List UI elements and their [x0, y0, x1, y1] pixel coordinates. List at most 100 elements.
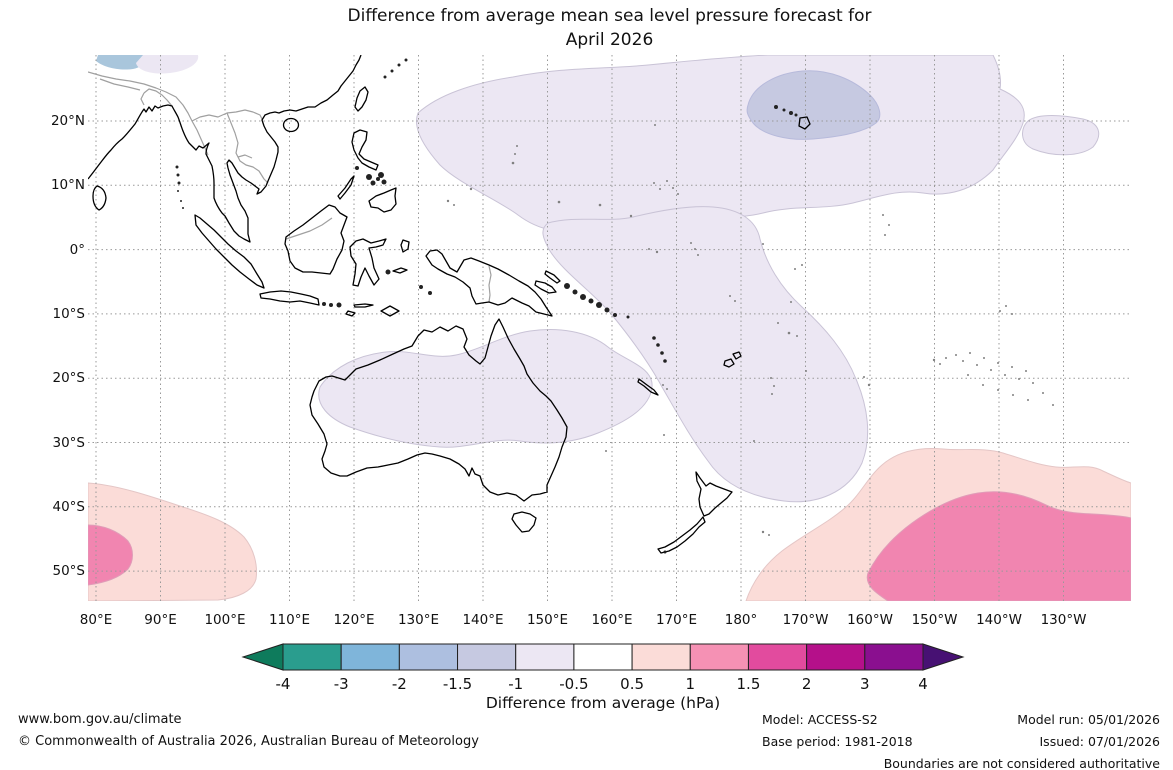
colorbar-segment: [631, 643, 691, 671]
coast-nz-south-island: [657, 516, 706, 554]
lat-tick-label: 20°N: [50, 113, 85, 129]
coast-new-ireland: [544, 270, 561, 284]
border-new-guinea: [488, 265, 492, 303]
coast-seram: [392, 267, 408, 274]
coast-java: [259, 290, 320, 306]
colorbar-tick-label: 0.5: [620, 675, 644, 693]
colorbar-tick-label: -1: [508, 675, 523, 693]
colorbar: -4 -3 -2 -1.5 -1 -0.5 0.5 1 1.5 2 3 4: [233, 641, 973, 697]
lat-tick-label: 0°: [69, 241, 85, 258]
colorbar-tick-label: 3: [860, 675, 870, 693]
lon-tick-label: 150°W: [911, 612, 958, 628]
lon-tick-label: 90°E: [144, 612, 177, 628]
anomaly-region-coral-sea-tongue-neg: [542, 206, 869, 503]
lon-tick-label: 110°E: [268, 612, 311, 628]
colorbar-segment: [806, 643, 866, 671]
lon-tick-label: 120°E: [333, 612, 375, 628]
coast-luzon: [351, 129, 379, 171]
lat-tick-label: 20°S: [52, 370, 86, 387]
coast-fiji-vanua-levu: [732, 351, 742, 360]
colorbar-segment: [398, 643, 459, 671]
colorbar-segment: [457, 643, 517, 671]
border-myanmar-thailand: [191, 120, 209, 156]
base-period-label: Base period: 1981-2018: [762, 734, 913, 749]
colorbar-tick-label: -4: [276, 675, 291, 693]
issued-label: Issued: 07/01/2026: [1039, 734, 1161, 749]
coast-mindanao: [368, 187, 397, 213]
anomaly-region-north-pacific-neg: [416, 54, 1025, 232]
colorbar-left-arrow: [241, 643, 284, 671]
colorbar-tick-label: 1.5: [737, 675, 761, 693]
colorbar-segment: [282, 643, 342, 671]
coast-new-caledonia: [637, 378, 659, 396]
coast-sri-lanka: [92, 185, 107, 211]
anomaly-regions: [87, 54, 1132, 602]
colorbar-segment: [864, 643, 924, 671]
colorbar-caption: Difference from average (hPa): [485, 694, 721, 712]
colorbar-segment: [573, 643, 633, 671]
border-borneo: [285, 217, 333, 240]
colorbar-tick-label: -0.5: [559, 675, 588, 693]
colorbar-tick-label: -1.5: [443, 675, 472, 693]
colorbar-tick-label: 1: [685, 675, 695, 693]
anomaly-region-himalaya-fringe: [136, 55, 199, 74]
coast-borneo: [284, 204, 348, 275]
anomaly-region-himalaya-blue: [96, 55, 145, 70]
lat-tick-label: 10°N: [50, 177, 85, 194]
border-thailand-cambodia: [237, 154, 253, 159]
coast-hainan: [282, 117, 300, 133]
coast-new-britain: [534, 280, 557, 294]
coast-sulawesi: [349, 238, 387, 287]
anomaly-region-northeast-blob-neg: [1022, 115, 1100, 156]
footer-right: Model: ACCESS-S2 Model run: 05/01/2026 B…: [762, 709, 1160, 770]
border-laos-cambodia: [226, 112, 269, 184]
title-line-1: Difference from average mean sea level p…: [347, 6, 872, 26]
lon-tick-label: 140°E: [462, 612, 504, 628]
lon-tick-label: 160°E: [591, 612, 633, 628]
anomaly-region-hawaii-moderate-neg: [746, 70, 881, 140]
lat-tick-label: 40°S: [52, 498, 86, 515]
colorbar-tick-label: 2: [802, 675, 812, 693]
country-borders: [87, 71, 492, 303]
coast-sumba: [345, 310, 356, 317]
lat-tick-label: 30°S: [52, 434, 86, 451]
atoll-specks: [446, 124, 1054, 536]
lon-tick-label: 170°W: [782, 612, 829, 628]
colorbar-tick-label: 4: [918, 675, 928, 693]
colorbar-segment: [340, 643, 400, 671]
footer-left: www.bom.gov.au/climate © Commonwealth of…: [18, 709, 479, 753]
lon-tick-label: 170°E: [655, 612, 698, 628]
lon-tick-label: 80°E: [79, 612, 113, 628]
coast-sumatra: [194, 214, 265, 289]
title-line-2: April 2026: [565, 30, 654, 50]
coast-palawan: [337, 175, 355, 200]
colorbar-segment: [747, 643, 808, 671]
model-run-label: Model run: 05/01/2026: [1017, 712, 1160, 727]
copyright-text: © Commonwealth of Australia 2026, Austra…: [18, 734, 479, 749]
lon-tick-label: 130°E: [397, 612, 440, 628]
colorbar-segment: [689, 643, 749, 671]
coast-halmahera: [400, 239, 410, 253]
coast-taiwan: [354, 86, 369, 112]
border-bangladesh: [140, 88, 173, 107]
coast-flores: [353, 303, 374, 308]
coast-nz-north-island: [695, 471, 733, 517]
colorbar-segment: [515, 643, 575, 671]
colorbar-tick-label: -3: [334, 675, 349, 693]
coast-tasmania: [511, 511, 537, 533]
lon-tick-label: 160°W: [847, 612, 893, 628]
lat-tick-label: 50°S: [52, 563, 86, 580]
model-label: Model: ACCESS-S2: [762, 712, 878, 727]
map-area: [87, 54, 1132, 602]
lon-tick-label: 130°W: [1040, 612, 1087, 628]
page-title: Difference from average mean sea level p…: [88, 4, 1131, 52]
border-china-laos-vietnam: [191, 109, 263, 122]
lon-tick-label: 150°E: [526, 612, 569, 628]
border-himalaya: [87, 71, 193, 122]
colorbar-tick-label: -2: [392, 675, 407, 693]
colorbar-right-arrow: [922, 643, 965, 671]
coast-fiji-viti-levu: [723, 358, 735, 368]
boundaries-disclaimer: Boundaries are not considered authoritat…: [883, 756, 1160, 770]
anomaly-region-southwest-pos-core: [87, 524, 133, 586]
